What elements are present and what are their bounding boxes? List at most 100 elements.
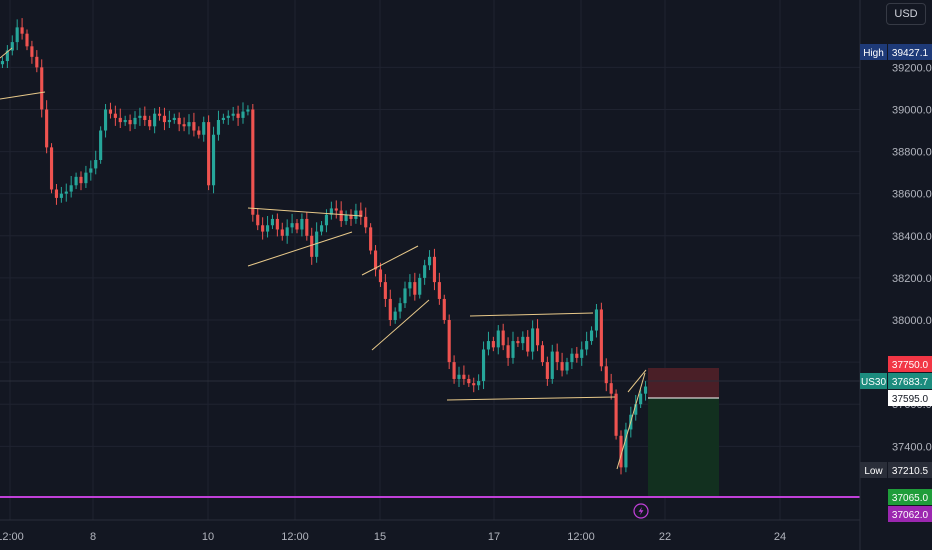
candle-body — [378, 269, 383, 283]
price-tick-label: 37400.0 — [892, 441, 932, 453]
candle-body — [148, 120, 152, 127]
candle-body — [192, 122, 196, 131]
candle-body — [49, 147, 54, 190]
candle-body — [118, 117, 122, 123]
candle-body — [383, 282, 387, 299]
price-label-tag-text: Low — [864, 466, 883, 477]
trendline — [371, 299, 430, 351]
candle-body — [256, 214, 260, 226]
candle-body — [452, 362, 456, 379]
candle-body — [329, 208, 333, 215]
candle-body — [128, 120, 132, 125]
candle-body — [344, 214, 348, 222]
price-label-tag — [860, 462, 887, 478]
pattern-lines — [0, 47, 647, 470]
candle-body — [477, 381, 481, 386]
candle-body — [261, 225, 265, 232]
candle-body — [555, 351, 559, 363]
candle-body — [280, 229, 284, 236]
candle-body — [113, 113, 117, 118]
candle-body — [59, 193, 63, 198]
candle-body — [531, 328, 535, 352]
candle-body — [216, 120, 221, 135]
price-tick-label: 38600.0 — [892, 189, 932, 201]
candle-body — [251, 109, 255, 215]
candle-body — [226, 115, 230, 118]
candle-body — [265, 225, 270, 232]
candle-body — [295, 223, 299, 230]
candle-body — [501, 330, 505, 346]
candle-body — [486, 341, 491, 350]
candle-body — [64, 191, 68, 194]
candle-body — [20, 27, 24, 34]
price-tick-label: 39000.0 — [892, 104, 932, 116]
candle-body — [408, 282, 412, 289]
candle-body — [197, 130, 201, 135]
price-label-value: 37062.0 — [892, 510, 929, 521]
candle-body — [270, 218, 275, 226]
candle-body — [5, 50, 9, 62]
price-tick-label: 38400.0 — [892, 231, 932, 243]
candle-body — [594, 309, 599, 331]
trendline — [247, 231, 353, 267]
candle-body — [40, 67, 44, 110]
candle-body — [599, 309, 603, 367]
candle-body — [516, 341, 520, 344]
candle-body — [315, 231, 319, 257]
candle-body — [511, 341, 515, 358]
candle-body — [246, 109, 250, 112]
candle-body — [157, 113, 162, 116]
candle-body — [423, 265, 427, 278]
currency-button[interactable]: USD — [886, 3, 926, 25]
candle-body — [437, 282, 441, 299]
candle-body — [496, 330, 500, 348]
candle-body — [457, 374, 461, 379]
candle-body — [609, 383, 613, 394]
price-tick-label: 39200.0 — [892, 62, 932, 74]
lightning-icon[interactable] — [633, 503, 649, 519]
candle-body — [545, 362, 549, 379]
candle-body — [207, 122, 211, 186]
time-tick-label: 22 — [659, 531, 671, 543]
candle-body — [462, 374, 466, 379]
candle-body — [275, 218, 279, 230]
candle-body — [639, 393, 643, 405]
lightning-icon-bolt — [638, 507, 644, 515]
candle-body — [364, 216, 368, 228]
price-tick-label: 38800.0 — [892, 147, 932, 159]
candle-body — [187, 122, 191, 127]
candle-body — [310, 235, 314, 257]
candle-body — [634, 404, 638, 415]
candle-body — [369, 227, 373, 251]
candle-body — [143, 115, 147, 120]
grid-lines — [0, 0, 860, 520]
candle-body — [418, 277, 422, 295]
candle-body — [79, 176, 83, 184]
price-label-value: 37750.0 — [892, 360, 929, 371]
candle-body — [84, 172, 88, 184]
price-label-value: 37210.5 — [892, 466, 929, 477]
candle-body — [427, 256, 432, 266]
candle-body — [398, 303, 402, 312]
candle-body — [575, 353, 579, 358]
candle-body — [535, 328, 540, 346]
candle-body — [334, 208, 338, 211]
stop-loss-zone — [648, 368, 719, 398]
trendline — [627, 369, 647, 393]
candle-body — [221, 117, 225, 120]
candle-body — [339, 210, 343, 222]
price-label-tag — [860, 44, 887, 60]
candle-body — [74, 176, 78, 186]
time-tick-label: 10 — [202, 531, 214, 543]
candle-body — [25, 33, 29, 47]
candle-body — [211, 134, 216, 186]
candle-body — [54, 189, 59, 198]
price-label-value: 37683.7 — [892, 377, 929, 388]
candle-body — [447, 320, 451, 363]
candle-body — [388, 298, 392, 320]
candle-body — [560, 362, 564, 371]
candle-body — [99, 130, 103, 160]
time-axis[interactable]: 12:00 8 10 12:00 15 17 12:00 22 24 — [0, 531, 786, 543]
price-labels: High 39427.1 37750.0 US30 37683.7 37595.0 Low 3… — [860, 44, 932, 522]
